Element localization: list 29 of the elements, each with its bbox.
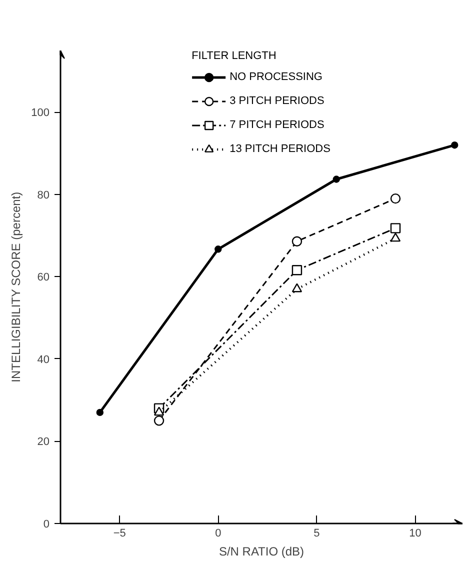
x-tick-label: 0 [215,528,222,540]
x-tick-label: 5 [314,528,320,540]
point [154,416,164,426]
legend-label: 7 PITCH PERIODS [230,119,324,131]
point [390,193,401,204]
y-tick-label: 0 [43,518,50,530]
y-axis-title: INTELLIGIBILITY SCORE (percent) [9,192,24,382]
y-tick-label: 100 [31,107,50,120]
legend-label: NO PROCESSING [230,71,322,83]
point [214,246,222,253]
point [332,176,340,183]
x-tick-label: 10 [409,528,422,540]
y-tick-label: 60 [37,272,50,284]
y-tick-label: 80 [37,189,50,202]
point [292,236,302,246]
legend-label: 13 PITCH PERIODS [230,143,330,155]
legend-label: 3 PITCH PERIODS [230,95,324,107]
point [292,283,302,292]
x-tick-label: −5 [113,528,126,540]
point [292,265,302,276]
y-tick-label: 40 [37,354,50,366]
legend-title: FILTER LENGTH [192,50,278,62]
y-tick-label: 20 [37,436,50,448]
point [96,408,104,416]
point [154,406,164,416]
point [390,232,401,242]
x-axis-title: S/N RATIO (dB) [218,544,304,558]
point [390,223,401,234]
point [451,142,458,149]
